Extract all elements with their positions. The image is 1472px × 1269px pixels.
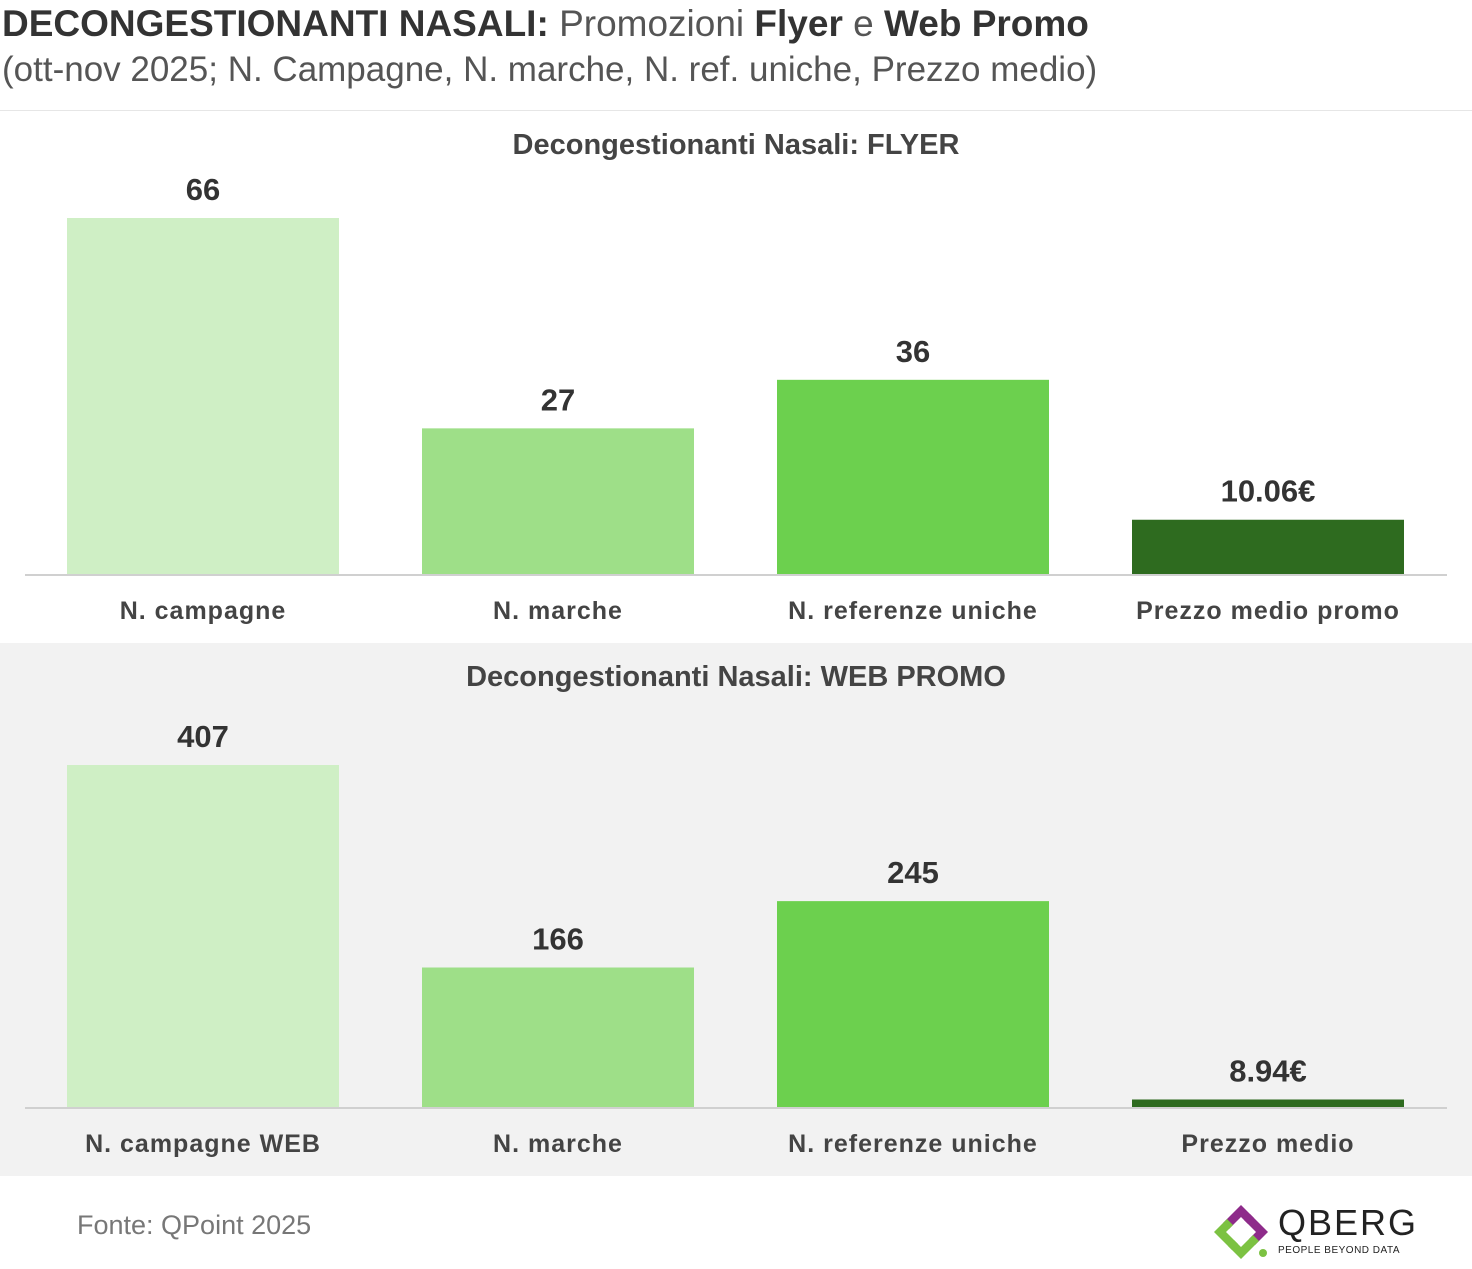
qberg-logo-mark-icon <box>1214 1205 1268 1259</box>
category-label-0-3: Prezzo medio promo <box>1136 597 1400 625</box>
category-label-0-2: N. referenze uniche <box>788 597 1038 625</box>
bar-1-0 <box>67 765 339 1107</box>
web-chart: 407 N. campagne WEB 166 N. marche 245 N. refe… <box>25 719 1447 1158</box>
title-web-promo: Web Promo <box>884 3 1089 44</box>
value-label-0-3: 10.06€ <box>1221 474 1316 509</box>
value-label-1-3: 8.94€ <box>1229 1053 1307 1088</box>
web-chart-title: Decongestionanti Nasali: WEB PROMO <box>466 661 1006 693</box>
flyer-chart: 66 N. campagne 27 N. marche 36 N. referenze u… <box>25 172 1447 625</box>
value-label-0-2: 36 <box>896 334 930 369</box>
header-divider <box>0 110 1472 111</box>
value-label-1-1: 166 <box>532 922 584 957</box>
bar-0-0 <box>67 218 339 574</box>
value-label-1-2: 245 <box>887 855 939 890</box>
title-part1: Promozioni <box>559 3 745 44</box>
page-subtitle: (ott-nov 2025; N. Campagne, N. marche, N… <box>2 50 1098 89</box>
category-label-1-0: N. campagne WEB <box>85 1130 321 1158</box>
title-part2: e <box>853 3 874 44</box>
bar-1-1 <box>422 967 694 1107</box>
bar-0-1 <box>422 428 694 574</box>
source-note: Fonte: QPoint 2025 <box>77 1210 312 1240</box>
bar-0-3 <box>1132 519 1404 574</box>
value-label-0-0: 66 <box>186 172 220 207</box>
logo-tagline: PEOPLE BEYOND DATA <box>1278 1245 1400 1256</box>
title-bold: DECONGESTIONANTI NASALI: <box>2 3 549 44</box>
web-chart-panel: Decongestionanti Nasali: WEB PROMO 407 N.… <box>0 643 1472 1176</box>
title-flyer: Flyer <box>754 3 843 44</box>
category-label-0-0: N. campagne <box>120 597 287 625</box>
logo-name: QBERG <box>1278 1202 1419 1243</box>
value-label-0-1: 27 <box>541 382 575 417</box>
bar-1-3 <box>1132 1099 1404 1107</box>
flyer-chart-panel: Decongestionanti Nasali: FLYER 66 N. camp… <box>0 111 1472 643</box>
bar-0-2 <box>777 379 1049 574</box>
qberg-logo: QBERG PEOPLE BEYOND DATA <box>1208 1199 1418 1265</box>
value-label-1-0: 407 <box>177 719 229 754</box>
page-title: DECONGESTIONANTI NASALI: Promozioni Flye… <box>2 2 1089 46</box>
header: DECONGESTIONANTI NASALI: Promozioni Flye… <box>0 0 1472 110</box>
flyer-chart-title: Decongestionanti Nasali: FLYER <box>512 129 960 161</box>
category-label-1-3: Prezzo medio <box>1181 1130 1354 1158</box>
bar-1-2 <box>777 901 1049 1107</box>
category-label-1-1: N. marche <box>493 1130 623 1158</box>
category-label-0-1: N. marche <box>493 597 623 625</box>
category-label-1-2: N. referenze uniche <box>788 1130 1038 1158</box>
